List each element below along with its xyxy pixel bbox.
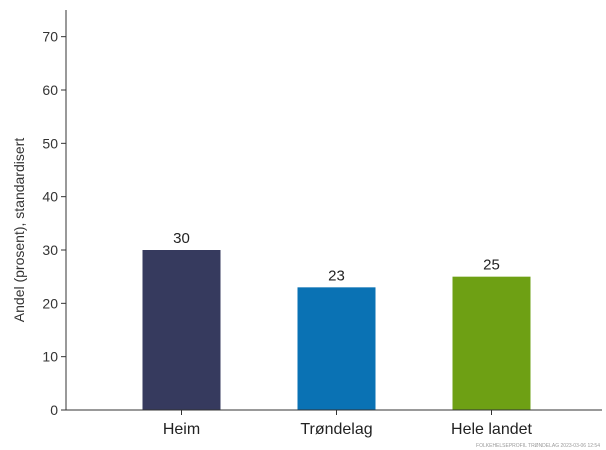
- y-axis-title: Andel (prosent), standardisert: [11, 138, 27, 323]
- x-tick-label: Heim: [163, 421, 200, 438]
- data-label: 23: [328, 267, 345, 284]
- bars: 30 23 25: [142, 230, 531, 410]
- y-tick-label: 0: [50, 402, 58, 418]
- y-tick-label: 70: [42, 29, 58, 45]
- bar-2: [452, 276, 531, 410]
- y-axis: 0 10 20 30 40 50 60 70: [42, 10, 67, 418]
- x-tick-label: Trøndelag: [300, 421, 372, 438]
- x-axis: Heim Trøndelag Hele landet: [66, 409, 602, 438]
- data-label: 30: [173, 230, 190, 247]
- bar-1: [297, 287, 376, 410]
- y-tick-label: 50: [42, 135, 58, 151]
- bar-0: [142, 250, 221, 410]
- data-label: 25: [483, 257, 500, 274]
- y-tick-label: 30: [42, 242, 58, 258]
- y-tick-label: 10: [42, 349, 58, 365]
- y-tick-label: 40: [42, 189, 58, 205]
- y-tick-label: 60: [42, 82, 58, 98]
- x-tick-label: Hele landet: [451, 421, 533, 438]
- footnote: FOLKEHELSEPROFIL TRØNDELAG 2023-03-06 12…: [476, 443, 600, 449]
- y-tick-label: 20: [42, 295, 58, 311]
